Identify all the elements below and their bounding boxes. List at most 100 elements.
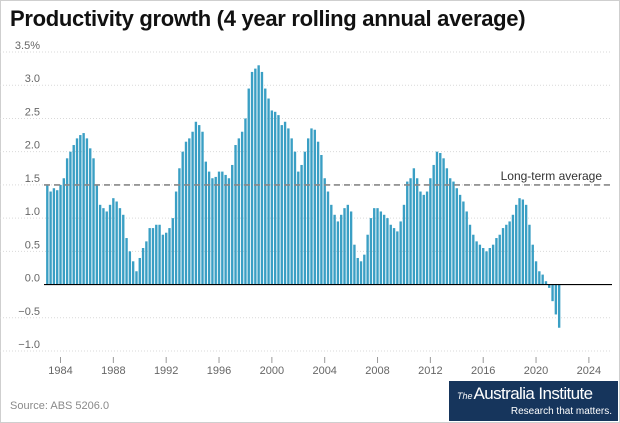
data-bar [231,164,234,285]
data-bar [448,178,452,285]
data-bar [151,228,155,285]
data-bar [164,232,168,285]
data-bar [511,214,515,285]
data-bar [270,110,274,285]
data-bar [392,228,396,285]
data-bar [501,228,505,285]
data-bar [89,148,92,285]
data-bar [412,168,416,285]
data-bar [310,128,313,285]
y-tick-label: 1.0 [25,206,40,218]
data-bar [131,261,135,285]
data-bar [207,171,211,285]
data-bar [293,151,297,285]
data-bar [498,234,501,285]
data-bar [415,178,419,285]
data-bar [297,171,300,285]
data-bar [515,204,518,285]
data-bar [485,251,488,285]
data-bar [389,224,392,285]
data-bar [273,111,277,285]
data-bar [148,228,151,285]
data-bar [306,138,310,285]
data-bar [72,145,75,285]
data-bar [462,201,465,285]
data-bar [145,241,148,285]
data-bar [217,171,221,285]
data-bar [402,204,406,285]
data-bar [538,271,541,285]
x-tick-label: 1984 [48,365,72,377]
data-bar [211,178,214,285]
australia-institute-logo: TheAustralia Institute Research that mat… [449,381,618,421]
y-tick-label: 3.5% [15,40,40,52]
data-bar [399,221,402,285]
data-bar [432,164,435,285]
long-term-average-label: Long-term average [501,169,603,183]
data-bar [548,284,551,288]
data-bar [287,128,290,285]
data-bar [141,248,145,285]
data-bar [254,68,257,285]
data-bar [336,221,340,285]
x-tick-label: 2020 [524,365,548,377]
data-bar [227,178,231,285]
data-bar [191,131,194,285]
data-bar [445,168,449,285]
data-bar [98,204,102,285]
data-bar [56,190,59,285]
data-bar [181,151,184,285]
data-bar [369,218,373,285]
data-bar [465,211,468,285]
data-bar [409,178,412,285]
data-bar [92,158,95,285]
data-bar [333,214,336,285]
x-tick-label: 2016 [471,365,495,377]
x-tick-label: 1988 [101,365,125,377]
data-bar [488,248,492,285]
data-bar [505,224,508,285]
x-tick-label: 2024 [577,365,601,377]
data-bar [122,214,125,285]
data-bar [102,208,105,285]
data-bar [386,218,389,285]
data-bar [257,65,260,285]
y-tick-label: 2.0 [25,140,40,152]
data-bar [188,138,191,285]
data-bar [425,191,429,285]
data-bar [419,191,422,285]
data-bar [138,257,141,285]
data-bar [171,218,174,285]
logo-wordmark: TheAustralia Institute [457,384,593,404]
data-bar [541,274,544,285]
data-bar [373,208,376,285]
data-bar [267,98,270,285]
data-bar [198,125,201,285]
data-bar [115,201,118,285]
data-bar [194,121,198,285]
data-bar [353,244,356,285]
data-bar [95,184,99,285]
data-bar [472,234,475,285]
data-bar [69,151,72,285]
x-tick-label: 1992 [154,365,178,377]
data-bar [112,198,115,285]
data-bar [534,261,538,285]
y-tick-label: 0.0 [25,273,40,285]
data-bar [382,214,386,285]
data-bar [237,138,241,285]
data-bar [442,158,445,285]
data-bar [330,204,333,285]
data-bar [184,141,188,285]
data-bar [422,194,425,285]
data-bar [349,211,353,285]
data-bar [491,244,495,285]
data-bar [406,181,409,285]
data-bar [65,158,69,285]
data-bar [458,194,462,285]
data-bar [105,211,108,285]
data-bar [240,131,244,285]
logo-tagline: Research that matters. [510,406,612,417]
data-bar [108,204,112,285]
